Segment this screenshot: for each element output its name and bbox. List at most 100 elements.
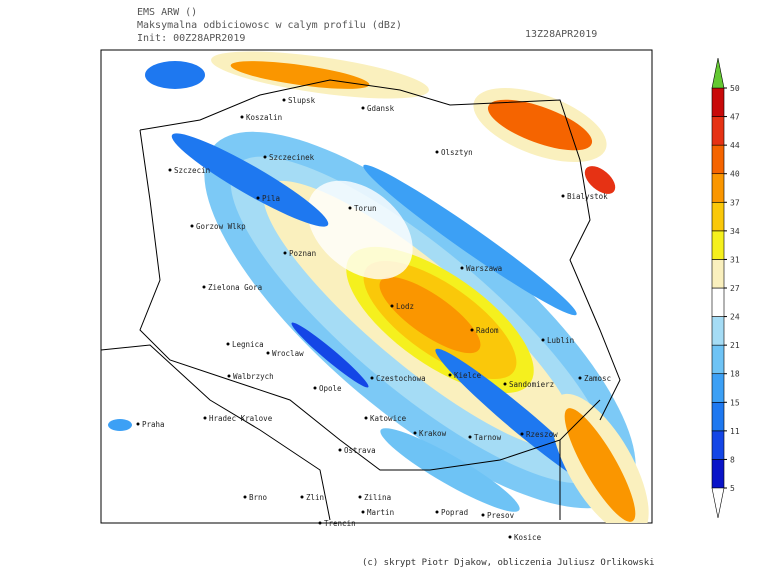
city-label: Wroclaw bbox=[272, 349, 304, 358]
city-dot bbox=[361, 510, 365, 514]
city-label: Kielce bbox=[454, 371, 482, 380]
city-dot bbox=[435, 510, 439, 514]
city-dot bbox=[470, 328, 474, 332]
city-dot bbox=[390, 304, 394, 308]
city-label: Poprad bbox=[441, 508, 468, 517]
city-dot bbox=[243, 495, 247, 499]
city-dot bbox=[283, 251, 287, 255]
city-dot bbox=[263, 155, 267, 159]
city-dot bbox=[313, 386, 317, 390]
city-dot bbox=[361, 106, 365, 110]
colorbar-label: 50 bbox=[730, 84, 740, 93]
colorbar-segment bbox=[711, 173, 725, 203]
city-label: Legnica bbox=[232, 340, 264, 349]
city-label: Lodz bbox=[396, 302, 414, 311]
city-label: Pila bbox=[262, 194, 280, 203]
city-label: Katowice bbox=[370, 414, 407, 423]
city-label: Czestochowa bbox=[376, 374, 426, 383]
model-name: EMS ARW () bbox=[137, 7, 197, 18]
city-dot bbox=[370, 376, 374, 380]
city-dot bbox=[358, 495, 362, 499]
colorbar-label: 18 bbox=[730, 370, 740, 379]
city-dot bbox=[338, 448, 342, 452]
city-dot bbox=[541, 338, 545, 342]
city-label: Opole bbox=[319, 384, 342, 393]
city-label: Gorzow Wlkp bbox=[196, 222, 246, 231]
city-label: Kosice bbox=[514, 533, 542, 542]
city-dot bbox=[318, 521, 322, 525]
credits: (c) skrypt Piotr Djakow, obliczenia Juli… bbox=[362, 558, 655, 568]
city-label: Olsztyn bbox=[441, 148, 473, 157]
city-label: Torun bbox=[354, 204, 377, 213]
city-dot bbox=[508, 535, 512, 539]
colorbar-segment bbox=[711, 459, 725, 489]
city-dot bbox=[256, 196, 260, 200]
colorbar-segment bbox=[711, 259, 725, 289]
city-dot bbox=[435, 150, 439, 154]
city-dot bbox=[413, 431, 417, 435]
city-label: Trencin bbox=[324, 519, 356, 528]
colorbar-segment bbox=[711, 116, 725, 146]
colorbar-label: 47 bbox=[730, 113, 740, 122]
city-label: Tarnow bbox=[474, 433, 502, 442]
colorbar-label: 24 bbox=[730, 313, 740, 322]
map: Slupsk Gdansk Koszalin Szczecinek Szczecin Ol… bbox=[100, 49, 653, 542]
city-label: Praha bbox=[142, 420, 165, 429]
colorbar-under bbox=[711, 487, 725, 519]
city-label: Gdansk bbox=[367, 104, 395, 113]
colorbar-segment bbox=[711, 373, 725, 403]
colorbar-segment bbox=[711, 344, 725, 375]
city-label: Warszawa bbox=[466, 264, 502, 273]
city-label: Krakow bbox=[419, 429, 447, 438]
city-dot bbox=[240, 115, 244, 119]
city-dot bbox=[503, 382, 507, 386]
colorbar-label: 21 bbox=[730, 341, 740, 350]
colorbar-label: 44 bbox=[730, 141, 740, 150]
city-label: Bialystok bbox=[567, 192, 608, 201]
city-dot bbox=[578, 376, 582, 380]
colorbar-label: 27 bbox=[730, 284, 740, 293]
city-dot bbox=[226, 342, 230, 346]
colorbar-label: 31 bbox=[730, 255, 740, 264]
city-dot bbox=[227, 374, 231, 378]
city-label: Rzeszow bbox=[526, 430, 558, 439]
city-label: Radom bbox=[476, 326, 499, 335]
city-dot bbox=[190, 224, 194, 228]
colorbar-over bbox=[711, 57, 725, 89]
city-label: Szczecinek bbox=[269, 153, 315, 162]
city-dot bbox=[364, 416, 368, 420]
colorbar-label: 8 bbox=[730, 455, 735, 464]
colorbar: 5 8 11 15 18 21 24 27 31 34 37 40 44 47 50 bbox=[711, 57, 740, 519]
city-label: Koszalin bbox=[246, 113, 282, 122]
city-label: Walbrzych bbox=[233, 372, 274, 381]
city-dot bbox=[520, 432, 524, 436]
colorbar-segment bbox=[711, 287, 725, 317]
city-label: Poznan bbox=[289, 249, 316, 258]
colorbar-label: 37 bbox=[730, 198, 740, 207]
city-label: Zielona Gora bbox=[208, 283, 262, 292]
city-label: Martin bbox=[367, 508, 394, 517]
city-dot bbox=[136, 422, 140, 426]
city-label: Zamosc bbox=[584, 374, 611, 383]
city-label: Slupsk bbox=[288, 96, 316, 105]
city-label: Brno bbox=[249, 493, 268, 502]
init-time: Init: 00Z28APR2019 bbox=[137, 33, 245, 44]
city-dot bbox=[468, 435, 472, 439]
city-label: Presov bbox=[487, 511, 515, 520]
city-dot bbox=[203, 416, 207, 420]
colorbar-segment bbox=[711, 230, 725, 260]
city-label: Szczecin bbox=[174, 166, 210, 175]
valid-time: 13Z28APR2019 bbox=[525, 29, 597, 40]
colorbar-label: 15 bbox=[730, 398, 740, 407]
city-label: Lublin bbox=[547, 336, 574, 345]
city-label: Ostrava bbox=[344, 446, 376, 455]
city-dot bbox=[348, 206, 352, 210]
colorbar-segment bbox=[711, 201, 725, 232]
colorbar-segment bbox=[711, 401, 725, 432]
city-dot bbox=[300, 495, 304, 499]
colorbar-segment bbox=[711, 144, 725, 175]
city-dot bbox=[448, 373, 452, 377]
city-dot bbox=[202, 285, 206, 289]
colorbar-segment bbox=[711, 316, 725, 346]
